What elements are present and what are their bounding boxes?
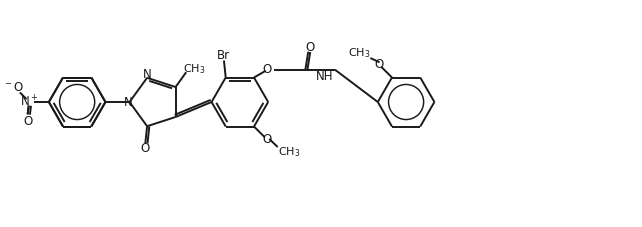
Text: Br: Br [217,49,230,62]
Text: O: O [374,58,383,71]
Text: O: O [23,115,32,128]
Text: O: O [306,41,315,54]
Text: N$^+$: N$^+$ [20,94,39,110]
Text: NH: NH [316,70,333,83]
Text: N: N [124,96,132,109]
Text: O: O [263,63,272,76]
Text: CH$_3$: CH$_3$ [348,46,370,60]
Text: O: O [263,133,272,146]
Text: CH$_3$: CH$_3$ [278,146,300,159]
Text: O: O [141,142,150,155]
Text: N: N [143,69,152,81]
Text: $^-$O: $^-$O [3,81,24,94]
Text: CH$_3$: CH$_3$ [183,62,205,76]
